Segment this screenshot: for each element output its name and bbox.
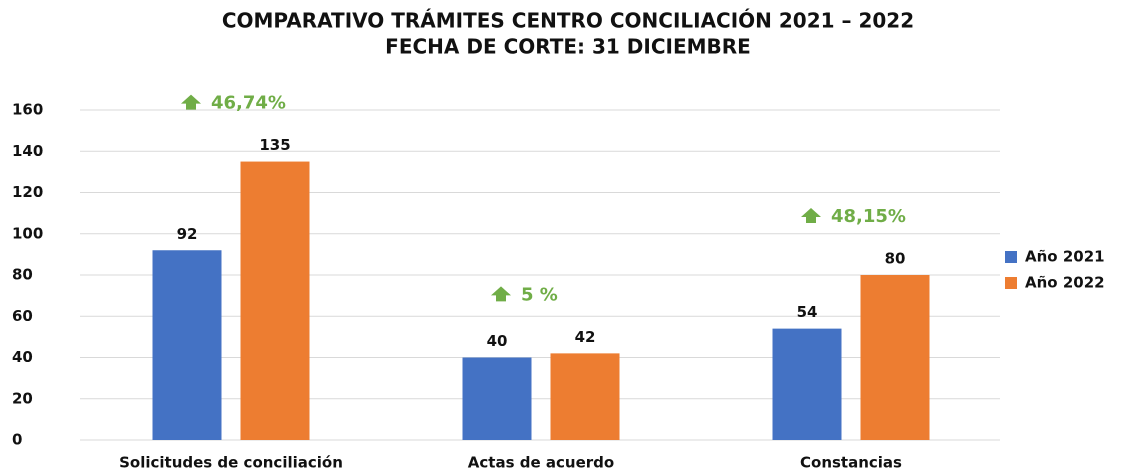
y-tick-label: 100 (12, 224, 43, 242)
arrow-icon (801, 208, 821, 223)
legend-swatch (1005, 277, 1017, 289)
x-tick-label: Constancias (800, 454, 902, 472)
arrow-icon (491, 286, 511, 302)
y-tick-label: 160 (12, 101, 43, 119)
y-tick-label: 40 (12, 348, 33, 366)
legend-label: Año 2022 (1025, 274, 1105, 292)
y-tick-label: 20 (12, 389, 33, 407)
x-tick-label: Actas de acuerdo (468, 454, 614, 472)
value-label: 40 (487, 332, 508, 350)
chart-subtitle: FECHA DE CORTE: 31 DICIEMBRE (385, 35, 751, 59)
annotation: 46,74% (211, 93, 286, 114)
y-tick-label: 0 (12, 431, 22, 449)
bar (772, 328, 842, 440)
annotation: 48,15% (831, 206, 906, 227)
value-label: 80 (885, 250, 906, 268)
value-label: 92 (177, 225, 198, 243)
y-tick-label: 80 (12, 266, 33, 284)
bar (152, 250, 222, 440)
bar (550, 353, 620, 440)
y-tick-label: 120 (12, 183, 43, 201)
annotation: 5 % (521, 284, 558, 305)
x-tick-label: Solicitudes de conciliación (119, 454, 343, 472)
chart-title: COMPARATIVO TRÁMITES CENTRO CONCILIACIÓN… (222, 9, 914, 33)
arrow-icon (181, 94, 201, 110)
y-tick-label: 140 (12, 142, 43, 160)
value-label: 42 (575, 328, 596, 346)
value-label: 135 (259, 136, 290, 154)
legend-swatch (1005, 251, 1017, 263)
y-tick-label: 60 (12, 307, 33, 325)
bar (240, 161, 310, 440)
value-label: 54 (797, 303, 818, 321)
legend-label: Año 2021 (1025, 248, 1105, 266)
bar (462, 357, 532, 440)
bar (860, 275, 930, 440)
